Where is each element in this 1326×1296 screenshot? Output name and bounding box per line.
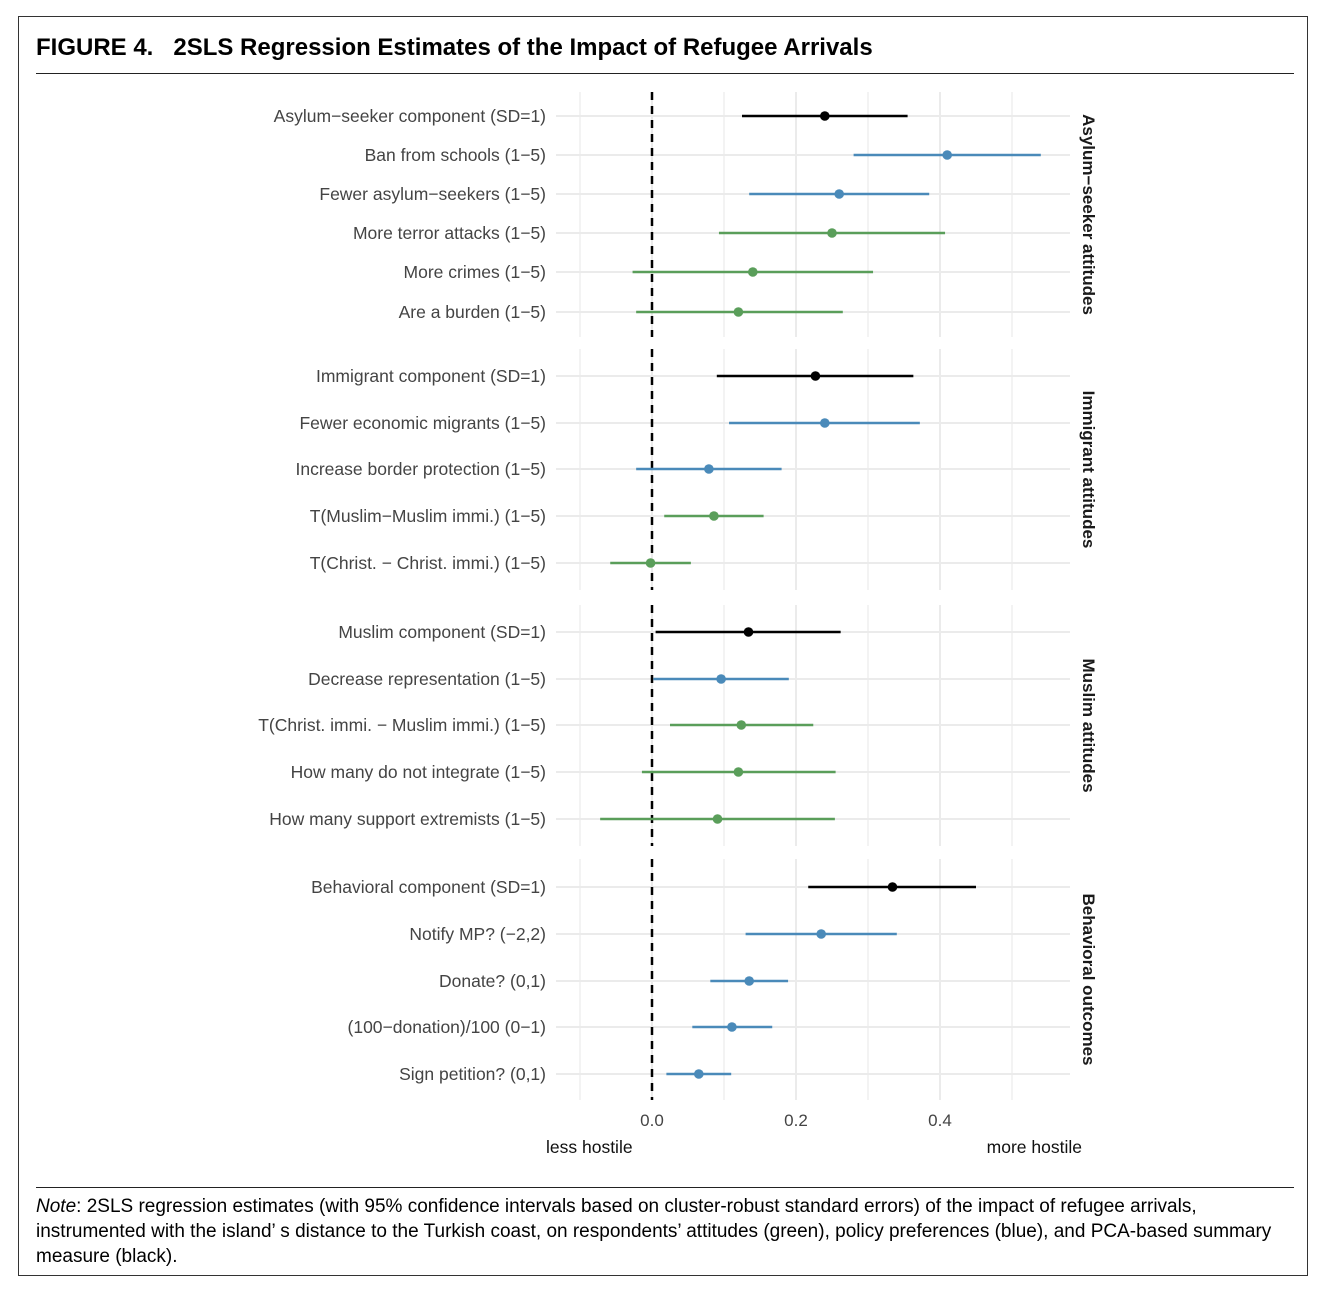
row-label: Immigrant component (SD=1) — [316, 366, 546, 386]
point-estimate — [748, 267, 758, 277]
row-label: More terror attacks (1−5) — [353, 223, 546, 243]
panel-strip-label: Asylum−seeker attitudes — [1079, 114, 1098, 315]
row-label: How many do not integrate (1−5) — [291, 762, 546, 782]
point-estimate — [743, 627, 754, 637]
point-estimate — [733, 307, 744, 317]
row-label: T(Christ. immi. − Muslim immi.) (1−5) — [258, 715, 546, 735]
x-label-more-hostile: more hostile — [987, 1137, 1082, 1157]
point-estimate — [733, 767, 744, 777]
point-estimate — [709, 511, 719, 521]
panel-strip-label: Immigrant attitudes — [1079, 391, 1098, 549]
x-tick-label: 0.0 — [640, 1111, 664, 1130]
row-label: Fewer economic migrants (1−5) — [299, 413, 546, 433]
row-label: (100−donation)/100 (0−1) — [348, 1017, 546, 1037]
panel-strip-label: Behavioral outcomes — [1079, 894, 1098, 1066]
point-estimate — [942, 150, 952, 160]
row-label: T(Christ. − Christ. immi.) (1−5) — [310, 553, 546, 573]
point-estimate — [704, 464, 714, 474]
x-label-less-hostile: less hostile — [546, 1137, 633, 1157]
row-label: T(Muslim−Muslim immi.) (1−5) — [310, 506, 546, 526]
row-label: Fewer asylum−seekers (1−5) — [319, 184, 546, 204]
row-label: Increase border protection (1−5) — [296, 459, 547, 479]
point-estimate — [744, 976, 754, 986]
point-estimate — [727, 1022, 737, 1032]
note-text: : 2SLS regression estimates (with 95% co… — [36, 1196, 1272, 1267]
point-estimate — [887, 882, 898, 892]
note-label: Note — [36, 1196, 77, 1217]
point-estimate — [827, 228, 837, 238]
row-label: Are a burden (1−5) — [399, 302, 546, 322]
point-estimate — [712, 814, 723, 824]
note-rule — [36, 1187, 1294, 1188]
point-estimate — [816, 929, 826, 939]
point-estimate — [820, 418, 830, 428]
row-label: More crimes (1−5) — [404, 262, 546, 282]
row-label: Muslim component (SD=1) — [338, 622, 546, 642]
x-tick-label: 0.2 — [784, 1111, 808, 1130]
row-label: Ban from schools (1−5) — [365, 145, 546, 165]
row-label: Decrease representation (1−5) — [308, 669, 546, 689]
point-estimate — [645, 558, 656, 568]
panel-strip-label: Muslim attitudes — [1079, 658, 1098, 792]
point-estimate — [694, 1069, 704, 1079]
row-label: Asylum−seeker component (SD=1) — [274, 106, 546, 126]
row-label: Notify MP? (−2,2) — [409, 924, 546, 944]
row-label: Donate? (0,1) — [439, 971, 546, 991]
row-label: How many support extremists (1−5) — [269, 809, 546, 829]
point-estimate — [716, 674, 726, 684]
point-estimate — [810, 371, 821, 381]
figure-frame — [18, 16, 1308, 1276]
row-label: Sign petition? (0,1) — [399, 1064, 546, 1084]
point-estimate — [736, 720, 747, 730]
figure-note: Note: 2SLS regression estimates (with 95… — [36, 1194, 1298, 1269]
x-tick-label: 0.4 — [928, 1111, 952, 1130]
figure-title: FIGURE 4. 2SLS Regression Estimates of t… — [36, 34, 873, 61]
row-label: Behavioral component (SD=1) — [311, 877, 546, 897]
point-estimate — [820, 111, 830, 121]
title-rule — [36, 73, 1294, 74]
point-estimate — [834, 189, 844, 199]
